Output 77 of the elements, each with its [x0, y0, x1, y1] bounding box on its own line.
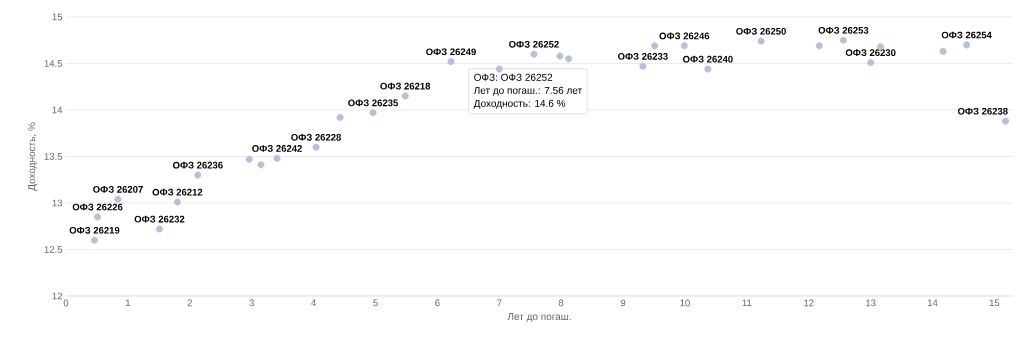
y-tick-label: 12.5 [44, 246, 63, 253]
annotation: ОФЗ 26250 [736, 27, 786, 35]
point [639, 62, 647, 70]
x-tick-label: 1 [125, 299, 131, 307]
annotation: ОФЗ 26253 [818, 26, 869, 34]
point [815, 42, 823, 50]
x-tick-label: 8 [558, 299, 564, 307]
annotation: ОФЗ 26254 [941, 31, 992, 39]
point [530, 50, 538, 58]
annotation: ОФЗ 26230 [845, 49, 896, 57]
annotation: ОФЗ 26233 [618, 53, 668, 60]
x-tick-label: 11 [742, 299, 752, 307]
annotation: ОФЗ 26232 [134, 215, 185, 223]
point [757, 37, 765, 45]
point [114, 195, 122, 203]
point [245, 155, 253, 163]
x-axis-title: Лет до погаш. [507, 313, 571, 322]
annotation: ОФЗ 26249 [426, 48, 476, 56]
y-tick-label: 13.5 [44, 153, 63, 160]
y-axis-title: Доходность, % [28, 122, 38, 191]
y-tick-label: 14 [52, 106, 63, 114]
x-tick-label: 4 [311, 299, 316, 307]
annotation: ОФЗ 26246 [659, 32, 710, 40]
y-tick-label: 13 [52, 199, 63, 207]
x-tick-label: 10 [680, 299, 690, 307]
x-tick-label: 0 [63, 299, 69, 307]
point [1002, 117, 1010, 125]
annotation: ОФЗ 26207 [93, 186, 143, 193]
point [90, 236, 98, 244]
x-tick-label: 12 [804, 299, 814, 307]
point [94, 213, 102, 221]
point [273, 154, 281, 162]
point [401, 92, 409, 100]
point [963, 41, 971, 49]
annotation: ОФЗ 26212 [152, 188, 203, 196]
annotation: Лет до погаш.: 7.56 лет [473, 86, 582, 96]
x-tick-label: 5 [373, 299, 378, 307]
x-tick-label: 9 [620, 299, 626, 307]
point [173, 198, 181, 206]
annotation: ОФЗ 26226 [72, 203, 123, 211]
x-tick-label: 2 [187, 299, 192, 307]
point [839, 36, 847, 44]
point [651, 42, 659, 50]
annotation: ОФЗ 26236 [172, 161, 223, 169]
annotation: ОФЗ 26252 [509, 40, 559, 48]
annotation: ОФЗ 26242 [252, 145, 302, 152]
annotation: ОФЗ 26228 [291, 133, 342, 141]
point [336, 113, 344, 121]
annotation: ОФЗ 26219 [69, 226, 120, 234]
x-tick-label: 3 [249, 299, 254, 307]
point [867, 59, 875, 67]
annotation: ОФЗ 26218 [380, 82, 431, 90]
point [194, 171, 202, 179]
point [556, 52, 564, 60]
annotation: ОФЗ: ОФЗ 26252 [474, 73, 553, 81]
point [495, 65, 503, 73]
y-tick-label: 12 [52, 292, 62, 300]
annotation: Доходность: 14.6 % [473, 99, 566, 109]
point [257, 161, 265, 169]
point [155, 225, 163, 233]
point [939, 47, 947, 55]
point [447, 58, 455, 66]
annotation: ОФЗ 26240 [683, 55, 733, 63]
x-tick-label: 15 [989, 299, 1000, 307]
y-tick-label: 14.5 [44, 60, 63, 67]
x-tick-label: 6 [435, 299, 440, 307]
x-tick-label: 14 [927, 299, 938, 307]
point [565, 55, 573, 63]
point [704, 65, 712, 73]
point [312, 143, 320, 151]
y-tick-label: 15 [52, 13, 63, 21]
x-tick-label: 13 [866, 299, 876, 307]
point [680, 42, 688, 50]
annotation: ОФЗ 26235 [348, 99, 398, 107]
point [369, 109, 377, 117]
x-tick-label: 7 [497, 299, 502, 307]
annotation: ОФЗ 26238 [957, 107, 1008, 115]
